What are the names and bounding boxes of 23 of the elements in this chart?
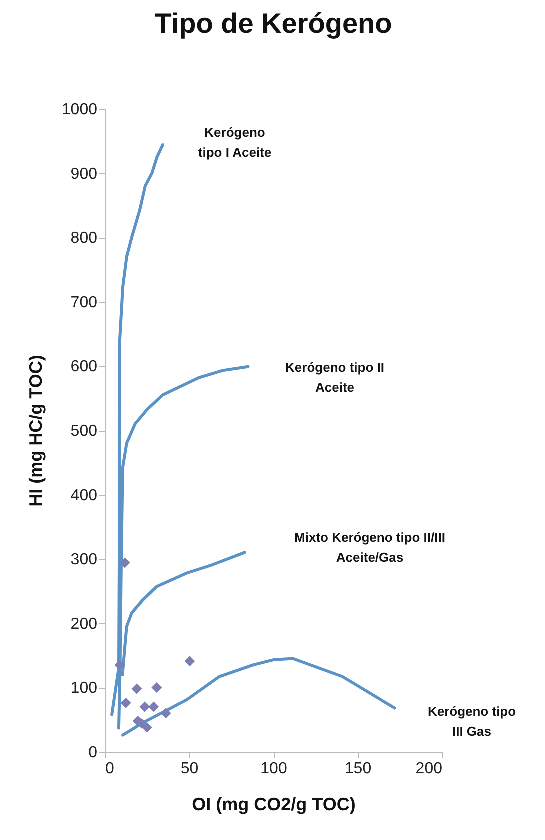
chart-title: Tipo de Kerógeno <box>154 8 392 39</box>
y-tick-label: 100 <box>70 680 98 698</box>
annotation: Mixto Kerógeno tipo II/III Aceite/Gas <box>294 530 446 565</box>
y-tick-label: 700 <box>70 294 98 312</box>
x-tick-label: 50 <box>180 760 199 778</box>
annotation: Kerógeno tipo I Aceite <box>198 125 272 160</box>
x-tick-label: 100 <box>260 760 288 778</box>
x-axis-title: OI (mg CO2/g TOC) <box>192 794 356 814</box>
annotation: Kerógeno tipo III Gas <box>428 704 516 739</box>
y-tick-label: 400 <box>70 487 98 504</box>
y-tick-label: 200 <box>70 616 98 633</box>
y-tick-label: 500 <box>70 423 98 440</box>
y-tick-label: 900 <box>70 166 98 183</box>
x-tick-label: 0 <box>106 760 114 778</box>
y-tick-label: 1000 <box>62 102 98 118</box>
y-tick-label: 300 <box>70 552 98 569</box>
x-tick-label: 200 <box>416 760 443 778</box>
y-tick-label: 0 <box>88 744 98 762</box>
y-axis-title: HI (mg HC/g TOC) <box>26 355 46 507</box>
y-tick-label: 800 <box>70 230 98 248</box>
annotation: Kerógeno tipo II Aceite <box>286 360 384 395</box>
y-tick-label: 600 <box>70 358 98 376</box>
x-tick-label: 150 <box>344 760 372 778</box>
